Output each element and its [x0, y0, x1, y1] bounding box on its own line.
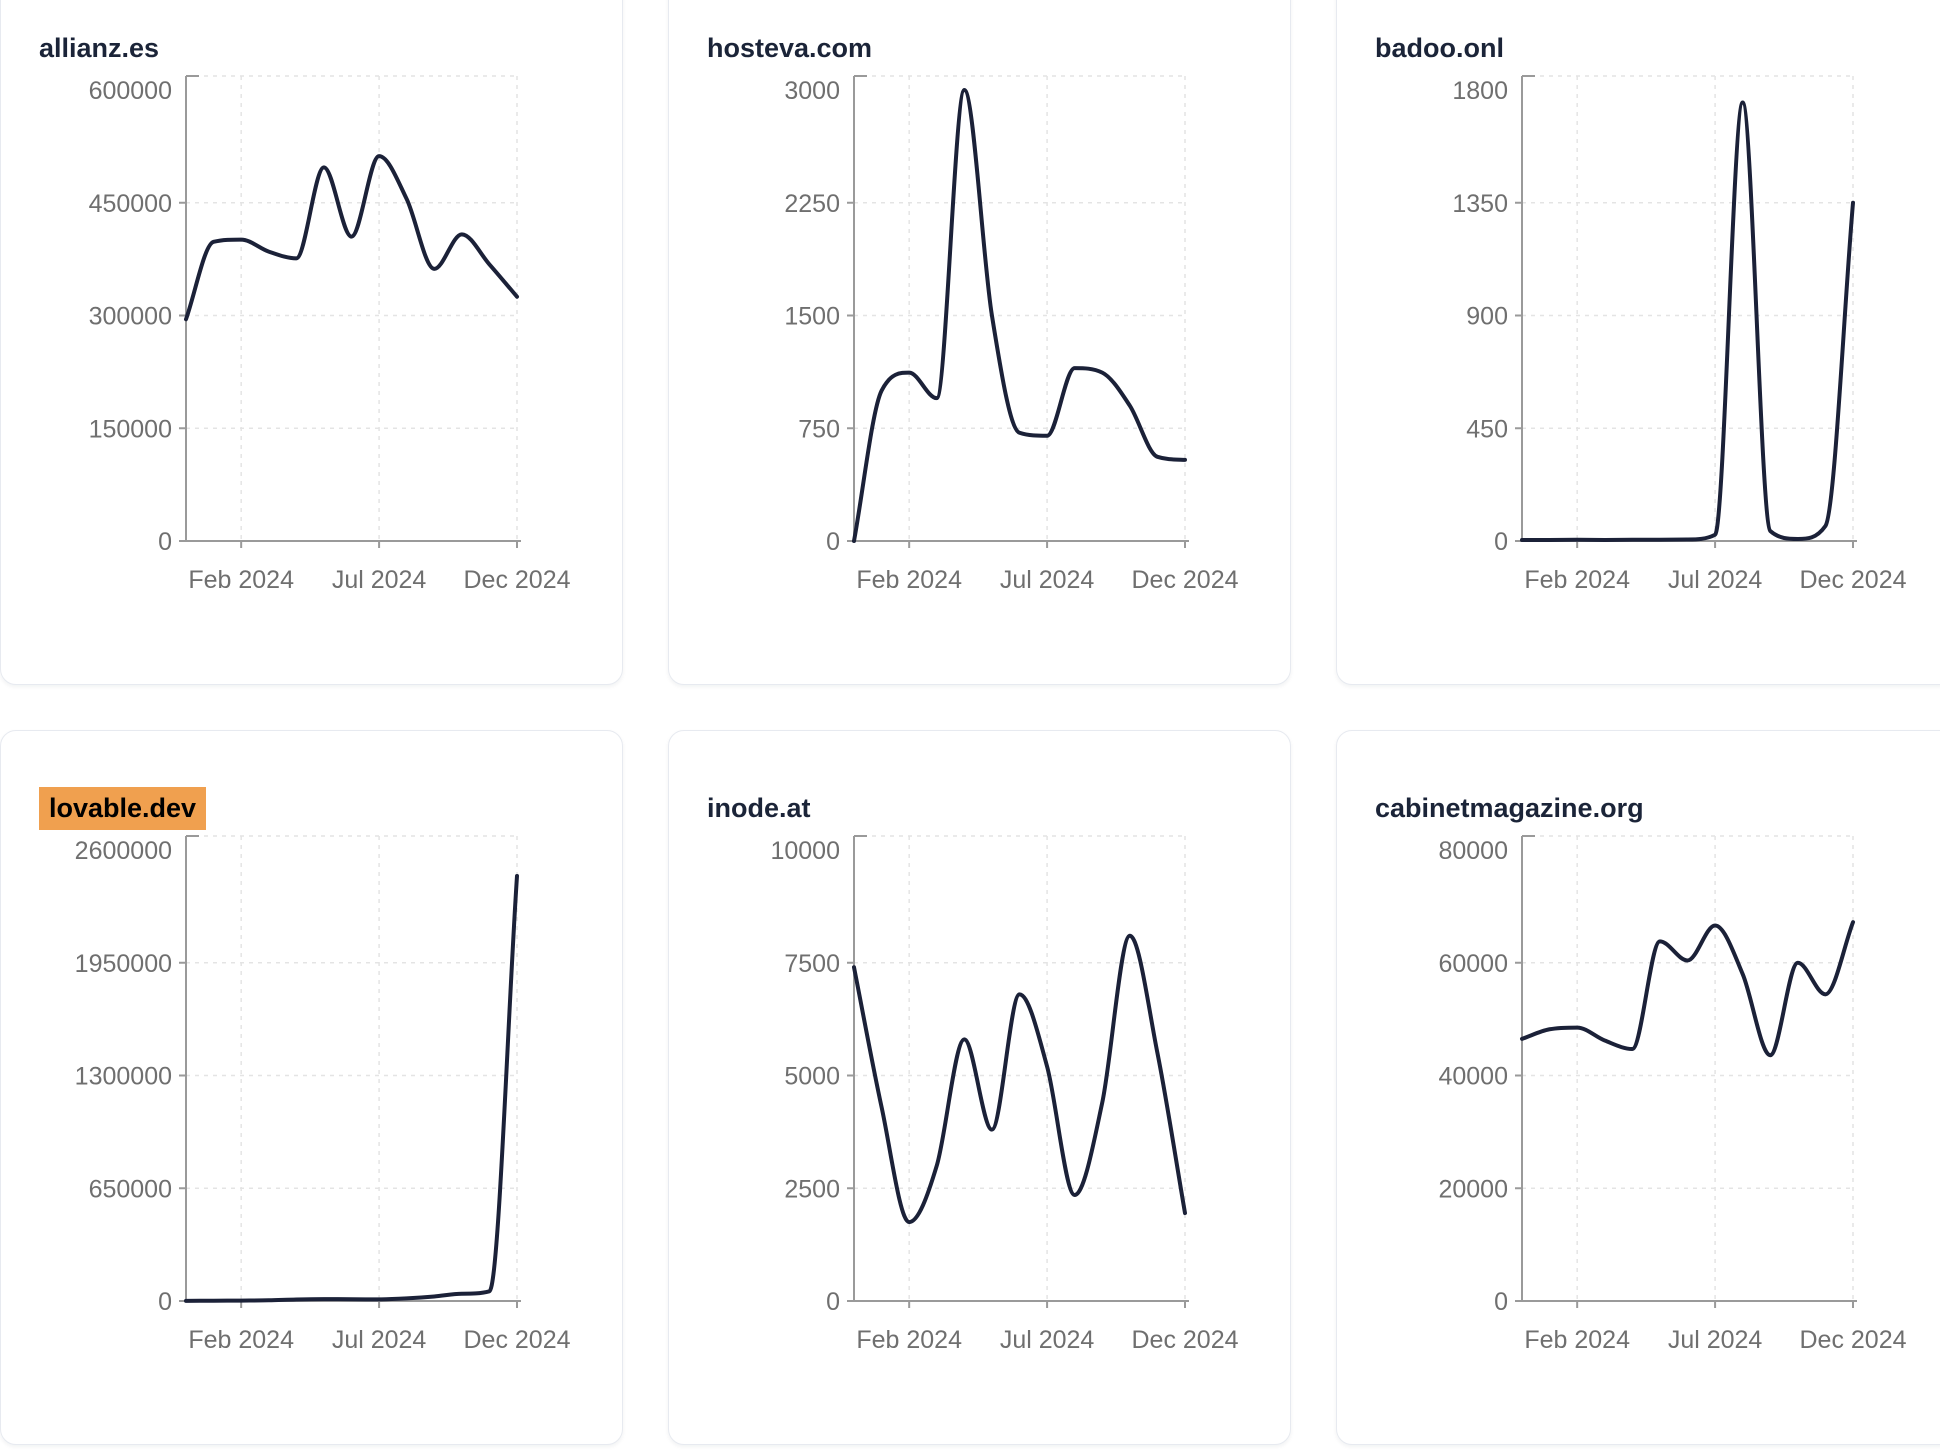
domain-title: hosteva.com [707, 33, 873, 63]
y-tick-label: 40000 [1438, 1063, 1508, 1091]
y-tick-label: 5000 [784, 1063, 840, 1091]
y-tick-label: 1300000 [75, 1063, 172, 1091]
card-title: hosteva.com [707, 23, 1260, 78]
x-tick-label: Dec 2024 [463, 1326, 570, 1354]
x-tick-label: Dec 2024 [463, 566, 570, 594]
traffic-series-line [184, 874, 519, 1303]
domain-title: allianz.es [39, 33, 160, 63]
domain-card[interactable]: allianz.es 0 150000 300000 450000 600000 Feb … [0, 0, 623, 685]
y-tick-label: 450 [1466, 415, 1508, 443]
card-title: inode.at [707, 783, 1260, 838]
y-tick-label: 0 [158, 1288, 172, 1316]
y-tick-label: 20000 [1438, 1175, 1508, 1203]
x-tick-label: Jul 2024 [1668, 1326, 1763, 1354]
y-tick-label: 450000 [89, 190, 172, 218]
traffic-series-line [1520, 100, 1855, 542]
y-tick-label: 0 [158, 528, 172, 556]
domain-card[interactable]: lovable.dev 0 650000 1300000 1950000 2600000… [0, 730, 623, 1445]
card-title: badoo.onl [1375, 23, 1928, 78]
traffic-series-line [184, 154, 519, 322]
y-tick-label: 1950000 [75, 950, 172, 978]
x-tick-label: Feb 2024 [188, 566, 294, 594]
y-tick-label: 600000 [89, 77, 172, 105]
y-tick-label: 0 [826, 1288, 840, 1316]
traffic-line-chart: 0 150000 300000 450000 600000 Feb 2024 Jul 202… [89, 75, 571, 594]
y-tick-label: 0 [826, 528, 840, 556]
y-tick-label: 900 [1466, 303, 1508, 331]
y-tick-label: 650000 [89, 1175, 172, 1203]
x-tick-label: Feb 2024 [1524, 1326, 1630, 1354]
x-tick-label: Jul 2024 [1000, 1326, 1095, 1354]
x-tick-label: Dec 2024 [1799, 1326, 1906, 1354]
y-tick-label: 80000 [1438, 837, 1508, 865]
x-tick-label: Jul 2024 [332, 1326, 427, 1354]
traffic-series-line [1520, 920, 1855, 1058]
domain-card[interactable]: cabinetmagazine.org 0 20000 40000 60000 8000… [1336, 730, 1940, 1445]
x-tick-label: Jul 2024 [1000, 566, 1095, 594]
traffic-line-chart: 0 650000 1300000 1950000 2600000 Feb 2024 Jul … [75, 835, 571, 1354]
y-tick-label: 2500 [784, 1175, 840, 1203]
traffic-line-chart: 0 2500 5000 7500 10000 Feb 2024 Jul 2024 Dec 20… [770, 835, 1239, 1354]
x-tick-label: Dec 2024 [1131, 1326, 1238, 1354]
traffic-series-line [852, 88, 1187, 543]
domain-title: inode.at [707, 793, 811, 823]
card-title: allianz.es [39, 23, 592, 78]
x-tick-label: Dec 2024 [1799, 566, 1906, 594]
y-tick-label: 1800 [1452, 77, 1508, 105]
y-tick-label: 150000 [89, 415, 172, 443]
domain-card[interactable]: hosteva.com 0 750 1500 2250 3000 Feb 2024 Jul … [668, 0, 1291, 685]
y-tick-label: 750 [798, 415, 840, 443]
card-title: cabinetmagazine.org [1375, 783, 1928, 838]
traffic-series-line [852, 933, 1187, 1225]
y-tick-label: 0 [1494, 1288, 1508, 1316]
y-tick-label: 60000 [1438, 950, 1508, 978]
traffic-line-chart: 0 750 1500 2250 3000 Feb 2024 Jul 2024 Dec 2024 [784, 75, 1239, 594]
y-tick-label: 300000 [89, 303, 172, 331]
y-tick-label: 1350 [1452, 190, 1508, 218]
card-title: lovable.dev [39, 783, 592, 838]
traffic-line-chart: 0 20000 40000 60000 80000 Feb 2024 Jul 2024 Dec… [1438, 835, 1907, 1354]
x-tick-label: Jul 2024 [332, 566, 427, 594]
domain-card[interactable]: inode.at 0 2500 5000 7500 10000 Feb 2024 Jul 2… [668, 730, 1291, 1445]
y-tick-label: 3000 [784, 77, 840, 105]
x-tick-label: Feb 2024 [1524, 566, 1630, 594]
domain-title-highlighted: lovable.dev [39, 787, 207, 830]
y-tick-label: 2600000 [75, 837, 172, 865]
domain-card[interactable]: badoo.onl 0 450 900 1350 1800 Feb 2024 Jul 202… [1336, 0, 1940, 685]
domain-title: cabinetmagazine.org [1375, 793, 1644, 823]
y-tick-label: 1500 [784, 303, 840, 331]
x-tick-label: Feb 2024 [856, 1326, 962, 1354]
domain-title: badoo.onl [1375, 33, 1504, 63]
y-tick-label: 2250 [784, 190, 840, 218]
y-tick-label: 10000 [770, 837, 840, 865]
y-tick-label: 0 [1494, 528, 1508, 556]
x-tick-label: Feb 2024 [188, 1326, 294, 1354]
traffic-line-chart: 0 450 900 1350 1800 Feb 2024 Jul 2024 Dec 2024 [1452, 75, 1907, 594]
x-tick-label: Dec 2024 [1131, 566, 1238, 594]
x-tick-label: Feb 2024 [856, 566, 962, 594]
y-tick-label: 7500 [784, 950, 840, 978]
x-tick-label: Jul 2024 [1668, 566, 1763, 594]
